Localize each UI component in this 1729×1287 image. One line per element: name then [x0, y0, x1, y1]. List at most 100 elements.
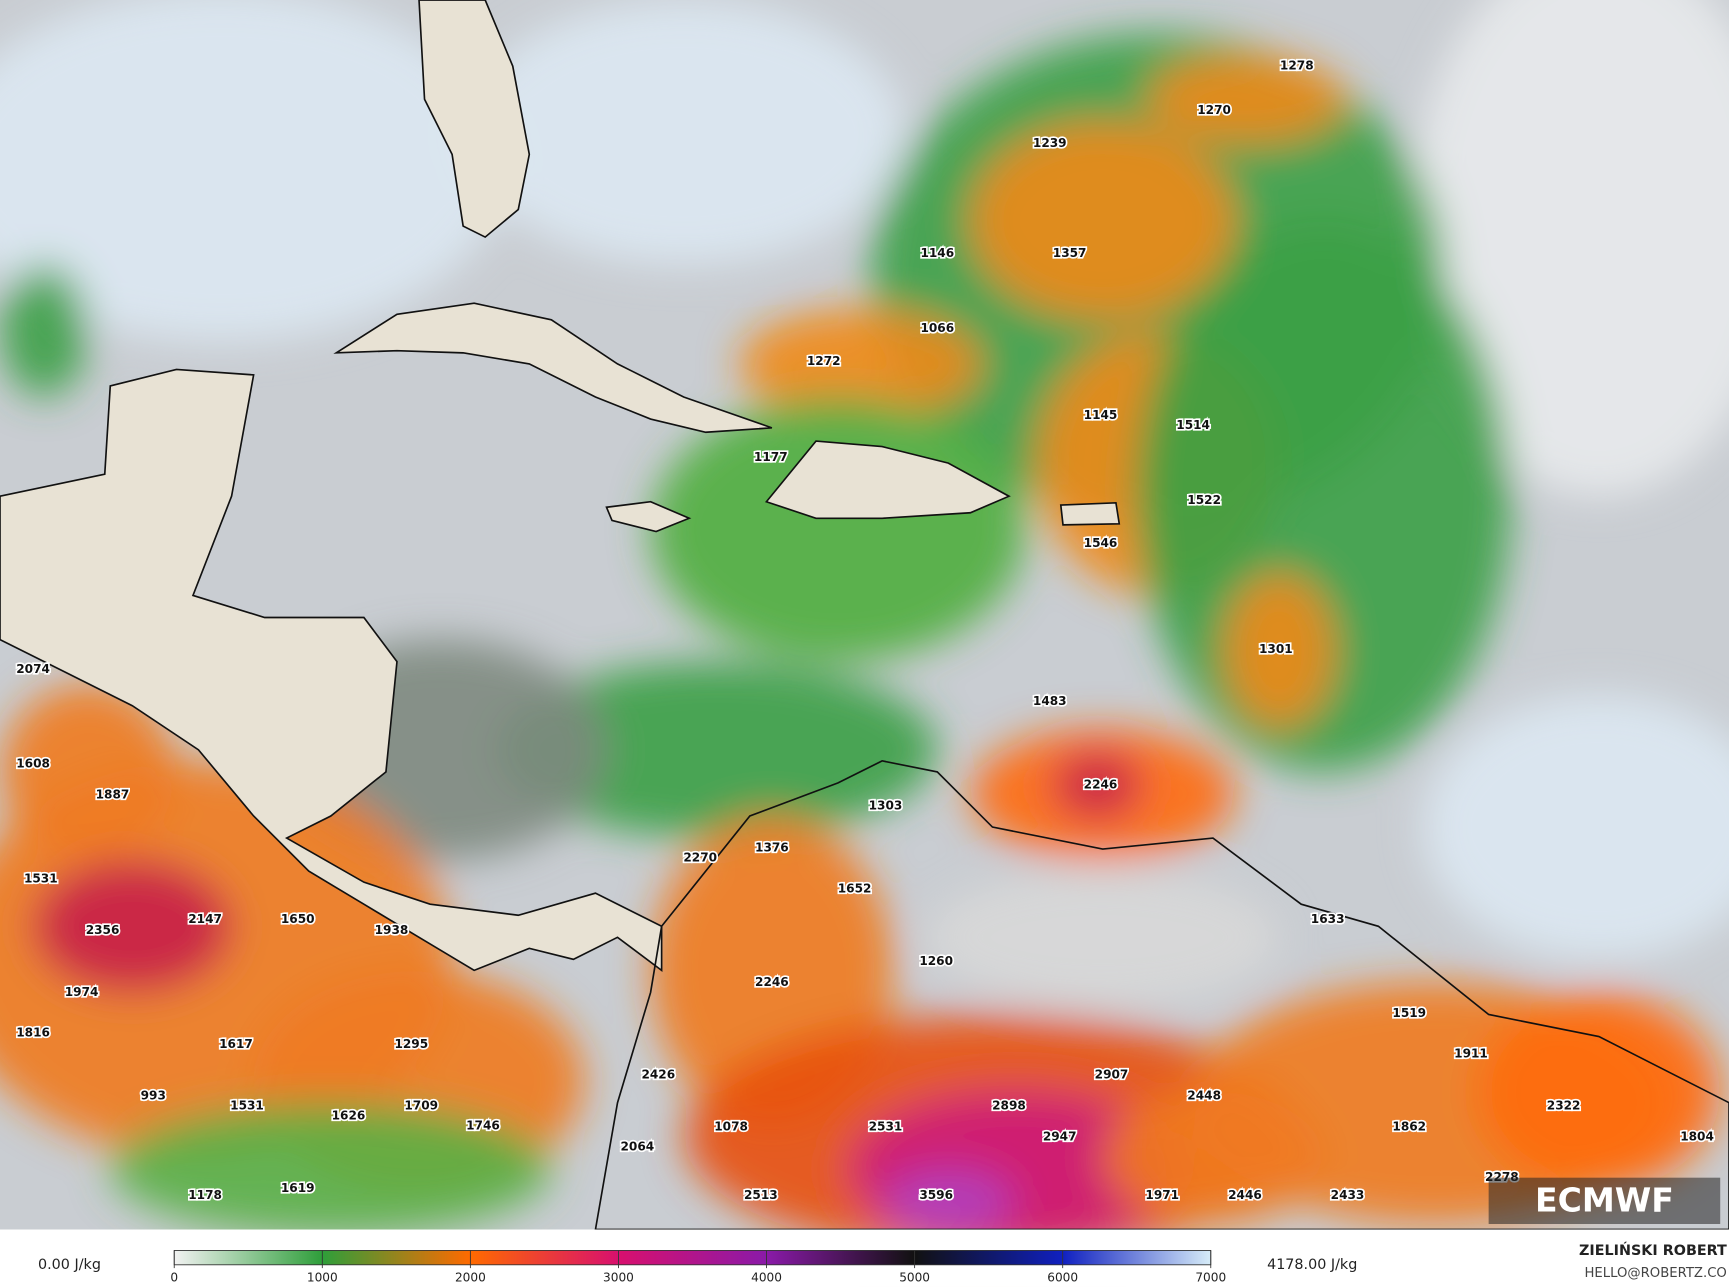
south-america-coast — [594, 759, 1729, 1231]
field-blob — [1223, 573, 1335, 728]
colorbar-tick-label: 7000 — [1195, 1270, 1226, 1284]
value-label: 2322 — [1547, 1099, 1581, 1113]
value-label: 1376 — [755, 840, 789, 854]
value-label: 3596 — [919, 1188, 953, 1202]
value-label: 1816 — [16, 1026, 50, 1040]
value-label: 1531 — [230, 1099, 264, 1113]
logo: ECMWF — [1535, 1180, 1674, 1219]
value-label: 1633 — [1311, 912, 1345, 926]
land — [0, 0, 1729, 1231]
value-label: 2064 — [621, 1139, 655, 1153]
field-blob — [738, 308, 982, 420]
value-label: 2426 — [641, 1068, 675, 1082]
value-label: 2074 — [16, 662, 50, 676]
colorbar-tick-label: 0 — [170, 1270, 178, 1284]
field-blob — [1146, 55, 1346, 144]
value-label: 2531 — [869, 1119, 903, 1133]
value-label: 1178 — [188, 1188, 222, 1202]
value-label: 2147 — [188, 912, 222, 926]
value-label: 993 — [141, 1089, 166, 1103]
value-label: 1546 — [1084, 536, 1118, 550]
min-label: 0.00 J/kg — [38, 1257, 101, 1273]
value-label: 1303 — [869, 799, 903, 813]
colorbar-ticks: 0 1000 2000 3000 4000 5000 6000 7000 — [170, 1250, 1226, 1284]
email: HELLO@ROBERTZ.CO — [1584, 1266, 1726, 1281]
field-blob — [650, 396, 1026, 662]
field-blob — [1422, 694, 1729, 960]
field-blob — [882, 1168, 1015, 1236]
value-label: 1483 — [1033, 694, 1067, 708]
cape-field — [0, 0, 1729, 1258]
value-label: 2246 — [1084, 778, 1118, 792]
value-label: 2907 — [1095, 1068, 1129, 1082]
field-blob — [926, 871, 1280, 1004]
value-label: 1522 — [1187, 493, 1221, 507]
value-labels: 1278 1270 1239 1146 1357 1066 1272 1145 1514 1177… — [15, 57, 1716, 1203]
value-label: 2947 — [1043, 1129, 1077, 1143]
value-label: 1619 — [281, 1181, 315, 1195]
value-label: 1971 — [1145, 1188, 1179, 1202]
value-label: 2356 — [86, 923, 120, 937]
value-label: 1804 — [1680, 1129, 1714, 1143]
value-label: 2446 — [1228, 1188, 1262, 1202]
colorbar-tick-label: 3000 — [603, 1270, 634, 1284]
value-label: 1626 — [332, 1108, 366, 1122]
value-label: 2246 — [755, 975, 789, 989]
value-label: 1652 — [838, 881, 872, 895]
field-blob — [33, 860, 232, 993]
value-label: 1146 — [920, 246, 954, 260]
value-label: 1301 — [1259, 642, 1293, 656]
puerto-rico — [1059, 501, 1121, 526]
value-label: 1145 — [1084, 408, 1118, 422]
value-label: 2898 — [992, 1099, 1026, 1113]
logo-box — [1488, 1177, 1721, 1224]
value-label: 1078 — [714, 1119, 748, 1133]
value-label: 1239 — [1033, 136, 1067, 150]
field-blob — [1477, 992, 1721, 1191]
field-blob — [110, 1102, 552, 1236]
value-label: 1278 — [1280, 59, 1314, 73]
field-blob — [1411, 0, 1729, 497]
field-blob — [1102, 1091, 1324, 1224]
value-label: 1862 — [1392, 1119, 1426, 1133]
value-label: 1177 — [754, 450, 788, 464]
florida — [418, 0, 531, 239]
value-label: 1272 — [807, 354, 841, 368]
jamaica — [605, 500, 692, 533]
field-blob — [496, 661, 938, 839]
hispaniola — [764, 440, 1011, 520]
author: ZIELIŃSKI ROBERT — [1579, 1242, 1727, 1259]
value-label: 1295 — [394, 1037, 428, 1051]
field-blob — [0, 0, 508, 342]
colorbar-tick-label: 2000 — [455, 1270, 486, 1284]
field-blob — [970, 121, 1236, 320]
value-label: 1938 — [375, 923, 409, 937]
value-label: 1617 — [219, 1037, 253, 1051]
cuba — [333, 302, 773, 434]
value-label: 2433 — [1331, 1188, 1365, 1202]
value-label: 2448 — [1187, 1089, 1221, 1103]
value-label: 1357 — [1053, 246, 1087, 260]
value-label: 1270 — [1197, 103, 1231, 117]
value-label: 1519 — [1392, 1006, 1426, 1020]
value-label: 1887 — [96, 788, 130, 802]
value-label: 1974 — [65, 985, 99, 999]
value-label: 1514 — [1176, 418, 1210, 432]
colorbar-tick-label: 6000 — [1047, 1270, 1078, 1284]
value-label: 1911 — [1454, 1047, 1488, 1061]
value-label: 1066 — [920, 321, 954, 335]
central-america — [0, 368, 663, 973]
colorbar — [173, 1250, 1212, 1266]
field-blob — [463, 0, 905, 265]
colorbar-tick-label: 5000 — [899, 1270, 930, 1284]
value-label: 2270 — [683, 850, 717, 864]
value-label: 1608 — [16, 757, 50, 771]
value-label: 2513 — [744, 1188, 778, 1202]
value-label: 1650 — [281, 912, 315, 926]
field-blob — [0, 264, 89, 397]
value-label: 1260 — [919, 954, 953, 968]
value-label: 1531 — [24, 871, 58, 885]
max-label: 4178.00 J/kg — [1267, 1257, 1357, 1273]
